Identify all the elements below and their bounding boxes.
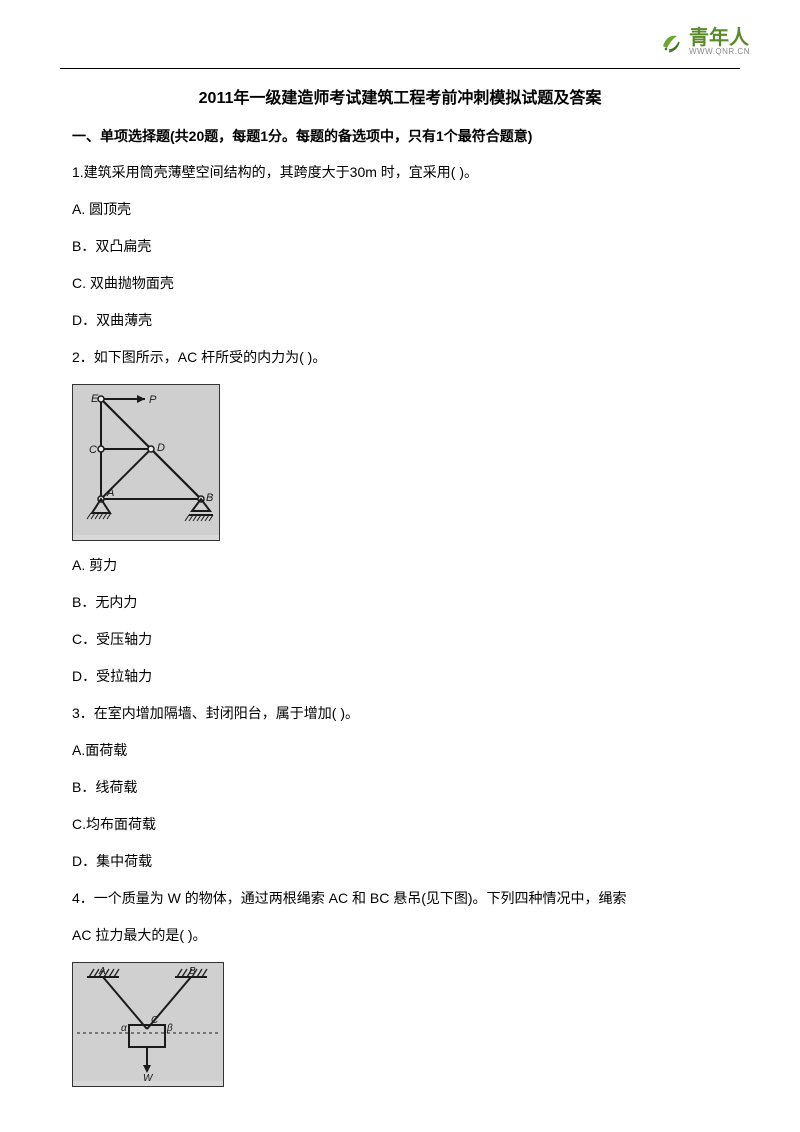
header-rule xyxy=(60,68,740,69)
q3-opt-b: B．线荷载 xyxy=(72,777,728,798)
svg-text:A: A xyxy=(98,966,106,977)
q2-opt-a: A. 剪力 xyxy=(72,555,728,576)
svg-text:β: β xyxy=(166,1023,173,1034)
q3-opt-d: D．集中荷载 xyxy=(72,851,728,872)
svg-text:B: B xyxy=(189,966,196,977)
q2-figure: E P C D A B xyxy=(72,384,728,541)
svg-text:B: B xyxy=(206,492,213,504)
q1-opt-a: A. 圆顶壳 xyxy=(72,199,728,220)
q2-opt-b: B．无内力 xyxy=(72,592,728,613)
page-title: 2011年一级建造师考试建筑工程考前冲刺模拟试题及答案 xyxy=(72,84,728,108)
svg-text:E: E xyxy=(91,393,99,405)
svg-text:D: D xyxy=(157,442,165,454)
q4-figure: A B Cα β W xyxy=(72,962,728,1087)
section-header: 一、单项选择题(共20题，每题1分。每题的备选项中，只有1个最符合题意) xyxy=(72,126,728,146)
q2-opt-c: C．受压轴力 xyxy=(72,629,728,650)
svg-text:P: P xyxy=(149,394,157,406)
svg-text:C: C xyxy=(151,1015,159,1026)
q1-stem: 1.建筑采用筒壳薄壁空间结构的，其跨度大于30m 时，宜采用( )。 xyxy=(72,162,728,183)
q3-opt-a: A.面荷载 xyxy=(72,740,728,761)
q3-opt-c: C.均布面荷载 xyxy=(72,814,728,835)
q1-opt-b: B．双凸扁壳 xyxy=(72,236,728,257)
q2-stem: 2．如下图所示，AC 杆所受的内力为( )。 xyxy=(72,347,728,368)
brand-logo: 青年人 WWW.QNR.CN xyxy=(657,28,750,56)
svg-text:C: C xyxy=(89,444,97,456)
q2-opt-d: D．受拉轴力 xyxy=(72,666,728,687)
q4-stem-line1: 4．一个质量为 W 的物体，通过两根绳索 AC 和 BC 悬吊(见下图)。下列四… xyxy=(72,888,728,909)
svg-text:α: α xyxy=(121,1023,127,1034)
q3-stem: 3．在室内增加隔墙、封闭阳台，属于增加( )。 xyxy=(72,703,728,724)
logo-text-main: 青年人 xyxy=(689,28,750,48)
page-content: 2011年一级建造师考试建筑工程考前冲刺模拟试题及答案 一、单项选择题(共20题… xyxy=(72,84,728,1101)
q4-stem-line2: AC 拉力最大的是( )。 xyxy=(72,925,728,946)
logo-text-sub: WWW.QNR.CN xyxy=(689,48,750,56)
svg-text:W: W xyxy=(143,1073,154,1081)
leaf-icon xyxy=(657,28,685,56)
svg-text:A: A xyxy=(106,487,114,499)
q1-opt-d: D．双曲薄壳 xyxy=(72,310,728,331)
q1-opt-c: C. 双曲抛物面壳 xyxy=(72,273,728,294)
